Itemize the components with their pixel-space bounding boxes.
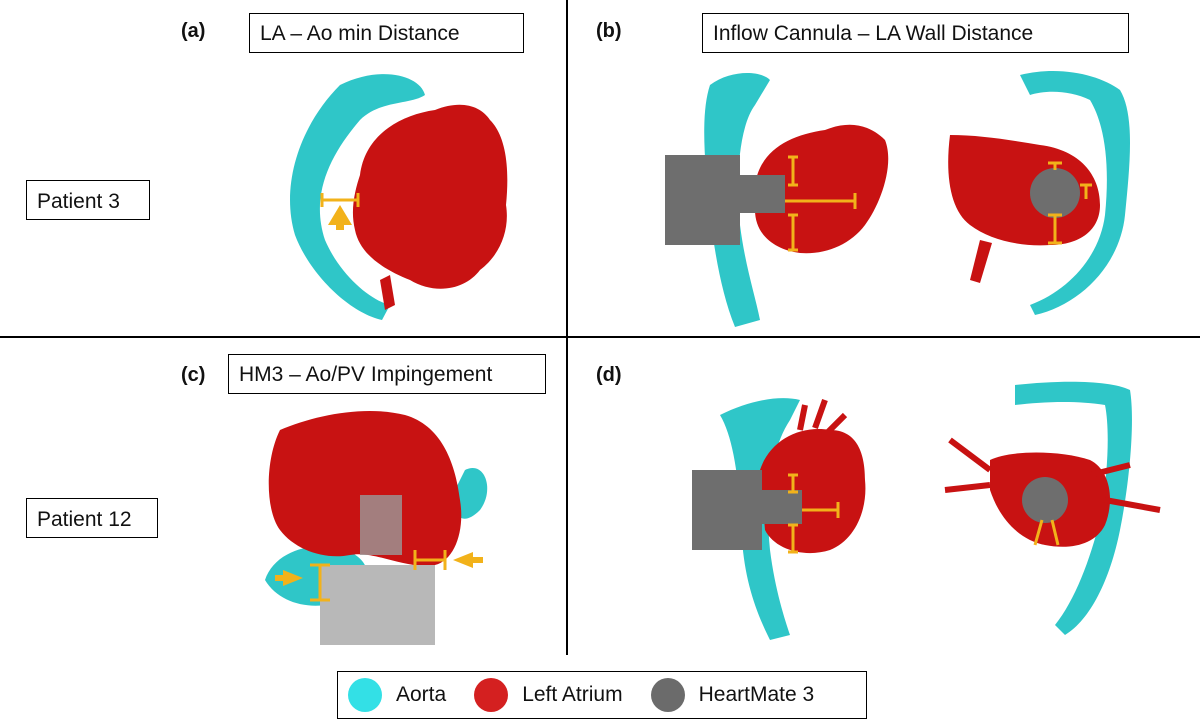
yellow-arrow-icon	[328, 205, 352, 230]
left-atrium-shape	[352, 104, 508, 289]
measure-bar	[320, 193, 360, 207]
panel-c-illustration	[265, 410, 488, 645]
aorta-shape	[1020, 70, 1130, 315]
heartmate-device	[360, 495, 402, 555]
left-atrium-shape	[948, 135, 1100, 246]
legend-label-heartmate: HeartMate 3	[698, 683, 815, 706]
aorta-shape	[290, 74, 425, 320]
left-atrium-branches	[797, 398, 848, 438]
left-atrium-spur	[380, 275, 395, 310]
legend-item-left-atrium: Left Atrium	[474, 678, 623, 712]
measure-bars	[785, 155, 857, 252]
panel-c-title: HM3 – Ao/PV Impingement	[228, 354, 546, 394]
left-atrium-spur	[970, 240, 992, 283]
heartmate-device	[665, 155, 740, 245]
panel-a-letter: (a)	[181, 20, 206, 42]
heartmate-device	[320, 565, 435, 645]
horizontal-divider	[0, 336, 1200, 338]
panel-a-illustration	[290, 74, 508, 320]
heartmate-device	[692, 470, 762, 550]
heartmate-cannula	[762, 490, 802, 524]
legend-item-heartmate: HeartMate 3	[650, 678, 815, 712]
heartmate-swatch	[650, 678, 685, 712]
panel-b-letter: (b)	[596, 20, 622, 42]
left-atrium-branches	[944, 437, 1161, 513]
yellow-arrow-icon	[453, 552, 483, 568]
measure-bars	[788, 473, 840, 554]
legend: Aorta Left Atrium HeartMate 3	[337, 671, 867, 719]
aorta-swatch	[348, 678, 382, 712]
measure-bars	[1048, 161, 1092, 245]
panel-d-letter: (d)	[596, 364, 622, 386]
aorta-shape	[1015, 381, 1132, 635]
heartmate-device	[1022, 477, 1068, 523]
panel-b-illustration	[665, 70, 1130, 328]
left-atrium-swatch	[474, 678, 509, 712]
measure-bars	[310, 550, 447, 602]
row-label-patient-3: Patient 3	[26, 180, 150, 220]
measure-bars	[1033, 519, 1060, 546]
legend-label-aorta: Aorta	[396, 683, 447, 706]
panel-c-letter: (c)	[181, 364, 206, 386]
heartmate-cannula	[740, 175, 785, 213]
vertical-divider	[566, 0, 568, 655]
heartmate-device	[1030, 168, 1080, 218]
legend-label-left-atrium: Left Atrium	[522, 683, 623, 706]
panel-b-title: Inflow Cannula – LA Wall Distance	[702, 13, 1129, 53]
panel-a-title: LA – Ao min Distance	[249, 13, 524, 53]
left-atrium-shape	[268, 410, 462, 566]
row-label-patient-12: Patient 12	[26, 498, 158, 538]
yellow-arrow-icon	[275, 570, 303, 586]
panel-d-illustration	[692, 381, 1161, 640]
legend-item-aorta: Aorta	[348, 678, 446, 712]
